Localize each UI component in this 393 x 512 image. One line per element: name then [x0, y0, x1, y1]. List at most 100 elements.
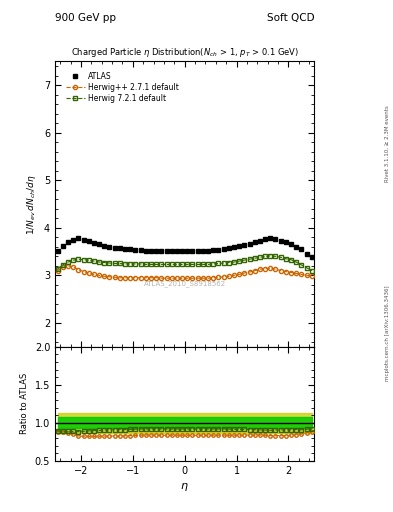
ATLAS: [55, 248, 60, 254]
ATLAS: [102, 243, 107, 249]
Herwig 7.2.1 default: [252, 255, 257, 261]
Herwig 7.2.1 default: [143, 261, 148, 267]
Herwig++ 2.7.1 default: [128, 274, 132, 281]
ATLAS: [231, 244, 236, 250]
Herwig++ 2.7.1 default: [268, 265, 273, 271]
ATLAS: [159, 248, 164, 254]
Herwig 7.2.1 default: [263, 253, 268, 260]
Herwig 7.2.1 default: [185, 261, 190, 267]
Y-axis label: Ratio to ATLAS: Ratio to ATLAS: [20, 373, 29, 434]
ATLAS: [81, 237, 86, 243]
Herwig 7.2.1 default: [102, 260, 107, 266]
Text: Rivet 3.1.10, ≥ 2.3M events: Rivet 3.1.10, ≥ 2.3M events: [385, 105, 389, 182]
Herwig++ 2.7.1 default: [299, 271, 304, 278]
Herwig++ 2.7.1 default: [283, 268, 288, 274]
ATLAS: [206, 248, 210, 254]
Herwig++ 2.7.1 default: [226, 273, 231, 280]
ATLAS: [247, 241, 252, 247]
ATLAS: [149, 248, 153, 254]
Herwig 7.2.1 default: [92, 258, 96, 264]
Herwig++ 2.7.1 default: [231, 272, 236, 279]
ATLAS: [154, 248, 158, 254]
ATLAS: [118, 245, 122, 251]
Herwig 7.2.1 default: [76, 256, 81, 262]
Herwig++ 2.7.1 default: [86, 270, 91, 276]
ATLAS: [66, 239, 70, 245]
ATLAS: [257, 238, 262, 244]
Herwig 7.2.1 default: [247, 256, 252, 262]
Herwig++ 2.7.1 default: [159, 275, 164, 281]
Herwig++ 2.7.1 default: [174, 275, 179, 281]
Herwig++ 2.7.1 default: [252, 268, 257, 274]
Herwig 7.2.1 default: [154, 261, 158, 267]
Text: ATLAS_2010_S8918562: ATLAS_2010_S8918562: [144, 281, 226, 287]
ATLAS: [294, 244, 299, 250]
ATLAS: [299, 246, 304, 252]
Herwig 7.2.1 default: [206, 261, 210, 267]
Herwig++ 2.7.1 default: [102, 273, 107, 280]
ATLAS: [268, 234, 273, 241]
Herwig++ 2.7.1 default: [304, 272, 309, 279]
Y-axis label: $1/N_{ev}\,dN_{ch}/d\eta$: $1/N_{ev}\,dN_{ch}/d\eta$: [26, 174, 39, 234]
Herwig++ 2.7.1 default: [164, 275, 169, 281]
Herwig 7.2.1 default: [299, 262, 304, 268]
Line: ATLAS: ATLAS: [55, 236, 314, 260]
Herwig++ 2.7.1 default: [237, 271, 242, 278]
Herwig++ 2.7.1 default: [211, 274, 216, 281]
Herwig 7.2.1 default: [309, 268, 314, 274]
Legend: ATLAS, Herwig++ 2.7.1 default, Herwig 7.2.1 default: ATLAS, Herwig++ 2.7.1 default, Herwig 7.…: [64, 71, 180, 105]
ATLAS: [164, 248, 169, 254]
Herwig 7.2.1 default: [237, 258, 242, 264]
Herwig++ 2.7.1 default: [247, 269, 252, 275]
ATLAS: [138, 247, 143, 253]
Herwig 7.2.1 default: [81, 257, 86, 263]
Herwig++ 2.7.1 default: [190, 275, 195, 281]
Herwig++ 2.7.1 default: [81, 268, 86, 274]
Herwig++ 2.7.1 default: [257, 266, 262, 272]
Herwig 7.2.1 default: [242, 257, 247, 263]
Herwig++ 2.7.1 default: [206, 275, 210, 281]
ATLAS: [226, 245, 231, 251]
Herwig 7.2.1 default: [169, 261, 174, 267]
Herwig++ 2.7.1 default: [195, 275, 200, 281]
ATLAS: [71, 237, 75, 243]
ATLAS: [252, 239, 257, 245]
Herwig++ 2.7.1 default: [107, 274, 112, 280]
Herwig 7.2.1 default: [216, 261, 221, 267]
Herwig 7.2.1 default: [118, 261, 122, 267]
Herwig 7.2.1 default: [231, 259, 236, 265]
Herwig++ 2.7.1 default: [149, 274, 153, 281]
Herwig++ 2.7.1 default: [221, 274, 226, 280]
ATLAS: [289, 241, 294, 247]
ATLAS: [76, 235, 81, 241]
ATLAS: [304, 251, 309, 257]
ATLAS: [283, 239, 288, 245]
Herwig++ 2.7.1 default: [118, 274, 122, 281]
Herwig 7.2.1 default: [97, 259, 101, 265]
X-axis label: $\eta$: $\eta$: [180, 481, 189, 493]
ATLAS: [61, 243, 65, 249]
Herwig 7.2.1 default: [55, 266, 60, 272]
Herwig++ 2.7.1 default: [154, 274, 158, 281]
Herwig 7.2.1 default: [180, 261, 184, 267]
Herwig++ 2.7.1 default: [278, 268, 283, 274]
Herwig++ 2.7.1 default: [66, 263, 70, 269]
ATLAS: [107, 244, 112, 250]
ATLAS: [97, 242, 101, 248]
Herwig++ 2.7.1 default: [263, 266, 268, 272]
Text: mcplots.cern.ch [arXiv:1306.3436]: mcplots.cern.ch [arXiv:1306.3436]: [385, 285, 389, 380]
Herwig 7.2.1 default: [159, 261, 164, 267]
Herwig++ 2.7.1 default: [309, 273, 314, 280]
ATLAS: [133, 247, 138, 253]
Herwig++ 2.7.1 default: [180, 275, 184, 281]
Line: Herwig++ 2.7.1 default: Herwig++ 2.7.1 default: [55, 264, 314, 280]
ATLAS: [263, 236, 268, 242]
Line: Herwig 7.2.1 default: Herwig 7.2.1 default: [55, 254, 314, 273]
Herwig++ 2.7.1 default: [61, 264, 65, 270]
Herwig++ 2.7.1 default: [123, 274, 127, 281]
Herwig 7.2.1 default: [283, 255, 288, 262]
Herwig++ 2.7.1 default: [71, 264, 75, 270]
Herwig++ 2.7.1 default: [294, 270, 299, 276]
ATLAS: [128, 246, 132, 252]
Text: Soft QCD: Soft QCD: [267, 13, 314, 23]
